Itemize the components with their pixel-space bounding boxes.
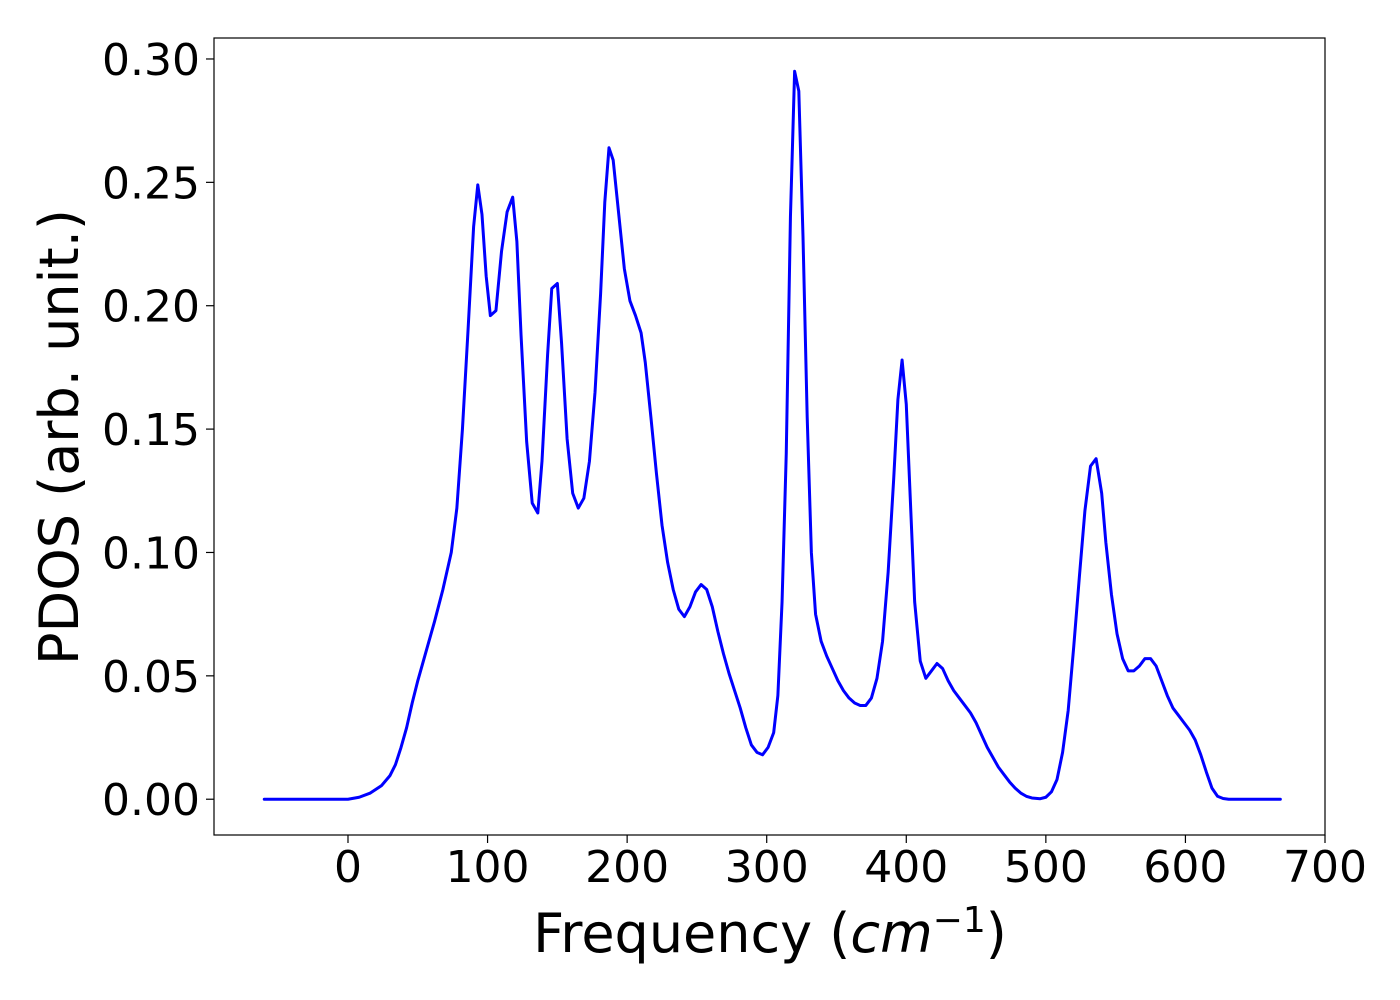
plot-frame bbox=[213, 37, 1326, 836]
x-tick-label: 500 bbox=[1004, 842, 1088, 893]
x-axis-unit-exponent: −1 bbox=[933, 900, 986, 941]
x-axis-unit-base: cm bbox=[850, 902, 932, 965]
y-tick-label: 0.25 bbox=[102, 158, 200, 209]
x-tick-label: 0 bbox=[334, 842, 362, 893]
x-tick-label: 200 bbox=[585, 842, 669, 893]
x-tick-label: 100 bbox=[446, 842, 530, 893]
x-axis-label-open-paren: ( bbox=[812, 902, 850, 965]
x-axis-ticks: 0 100 200 300 400 500 600 700 bbox=[334, 835, 1367, 893]
y-tick-label: 0.05 bbox=[102, 652, 200, 703]
y-tick-label: 0.00 bbox=[102, 775, 200, 826]
x-tick-label: 300 bbox=[725, 842, 809, 893]
y-axis-label: PDOS (arb. unit.) bbox=[28, 209, 91, 665]
x-axis-label-text: Frequency bbox=[533, 902, 812, 965]
x-axis-label: Frequency (cm−1) bbox=[533, 900, 1007, 965]
y-tick-label: 0.15 bbox=[102, 405, 200, 456]
x-tick-label: 700 bbox=[1283, 842, 1367, 893]
pdos-series-line-0 bbox=[262, 69, 1282, 801]
y-tick-label: 0.30 bbox=[102, 35, 200, 86]
x-axis-label-close-paren: ) bbox=[986, 902, 1007, 965]
x-tick-label: 400 bbox=[864, 842, 948, 893]
x-tick-label: 600 bbox=[1143, 842, 1227, 893]
y-axis-ticks: 0.00 0.05 0.10 0.15 0.20 0.25 0.30 bbox=[102, 35, 214, 826]
y-tick-label: 0.10 bbox=[102, 528, 200, 579]
plot-area bbox=[213, 37, 1326, 836]
y-tick-label: 0.20 bbox=[102, 282, 200, 333]
